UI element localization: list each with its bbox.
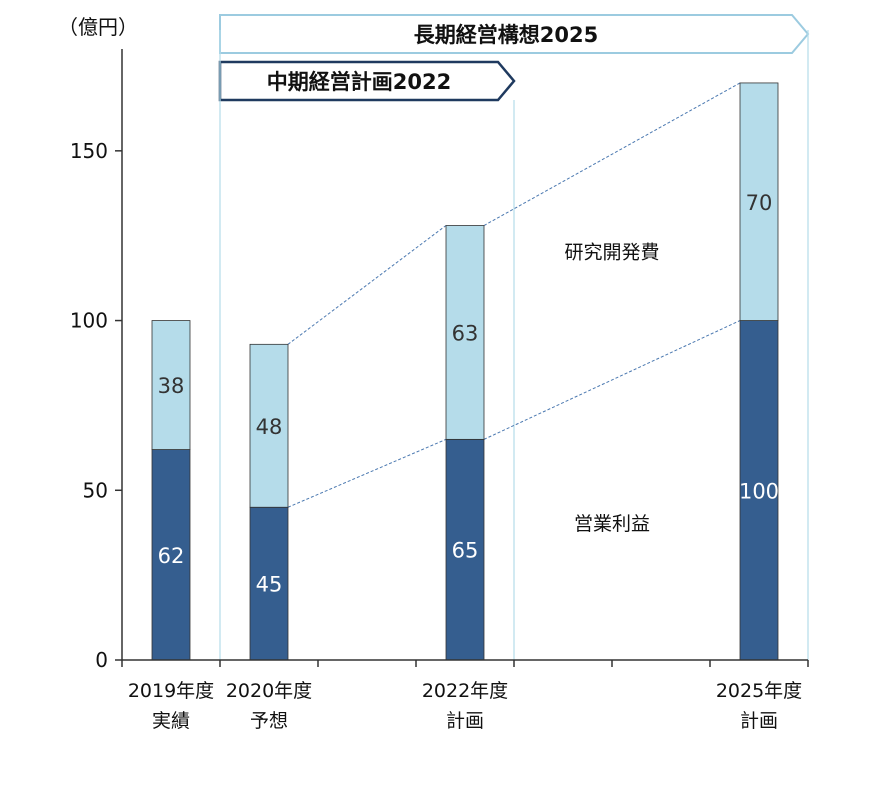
x-category-label-line2: 予想 [250, 710, 288, 732]
bars: 62 45 65 100 38 48 63 70 [151, 82, 779, 661]
plan-banners: 長期経営構想2025 中期経営計画2022 [218, 14, 810, 102]
connector-line [483, 320, 741, 440]
y-tick-label: 0 [95, 648, 108, 672]
x-category-label-line1: 2020年度 [226, 680, 312, 702]
y-axis-unit-label: （億円） [58, 15, 138, 39]
y-tick-label: 100 [70, 309, 108, 333]
period-guide-lines [219, 30, 809, 660]
x-category-label-line1: 2019年度 [128, 680, 214, 702]
connector-line [483, 82, 741, 226]
bar-segment [151, 320, 191, 450]
bar-segment [739, 320, 779, 661]
x-category-label-line2: 実績 [152, 710, 190, 732]
axes: 0501001502019年度実績2020年度予想2022年度計画2025年度計… [70, 49, 809, 732]
data-label: 63 [452, 321, 479, 345]
data-label: 62 [158, 544, 185, 568]
connector-line [287, 438, 447, 508]
x-category-label-line2: 計画 [740, 710, 778, 732]
banner-label: 長期経営構想2025 [414, 23, 598, 47]
x-category-label-line1: 2022年度 [422, 680, 508, 702]
series-label-rd-expense: 研究開発費 [564, 242, 659, 264]
bar-segment [739, 82, 779, 321]
x-category-label-line2: 計画 [446, 710, 484, 732]
connector-lines [287, 82, 741, 508]
y-tick-label: 150 [70, 139, 108, 163]
data-label: 45 [256, 573, 283, 597]
series-label-operating-profit: 営業利益 [574, 513, 650, 535]
banner-label: 中期経営計画2022 [267, 70, 451, 94]
bar-segment [249, 506, 289, 661]
data-label: 100 [739, 479, 779, 503]
data-label: 38 [158, 374, 185, 398]
data-label: 48 [256, 415, 283, 439]
data-label: 70 [746, 191, 773, 215]
bar-segment [249, 343, 289, 508]
bar-segment [445, 225, 485, 440]
bar-segment [151, 449, 191, 661]
connector-line [287, 225, 447, 345]
data-label: 65 [452, 539, 479, 563]
y-tick-label: 50 [83, 478, 108, 502]
x-category-label-line1: 2025年度 [716, 680, 802, 702]
